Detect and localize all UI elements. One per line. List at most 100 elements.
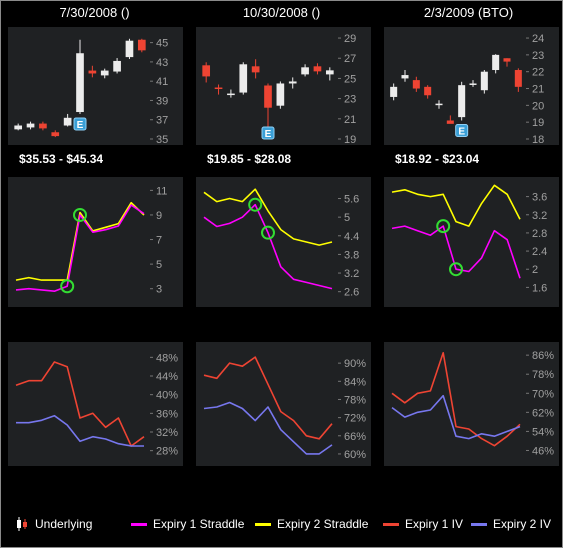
y-tick-label: 7 <box>156 235 162 247</box>
candle-body <box>239 64 248 93</box>
legend: Underlying Expiry 1 Straddle Expiry 2 St… <box>9 513 561 535</box>
candle-body <box>424 86 432 96</box>
y-tick-label: 66% <box>344 431 366 443</box>
underlying-2-panel: 19 21 23 25 27 29 E <box>196 27 371 146</box>
candle-body <box>76 53 84 113</box>
iv-2-panel: 90% 84% 78% 72% 66% 60% <box>196 342 371 466</box>
straddle-2-panel: 2.6 3.2 3.8 4.4 5 5.6 <box>196 177 371 307</box>
candle-body <box>446 120 454 124</box>
candle-body <box>514 70 522 87</box>
candle-body <box>412 80 420 89</box>
candle-body <box>390 86 398 97</box>
y-tick-label: 4.4 <box>344 231 359 243</box>
series-line-2 <box>16 414 144 447</box>
y-tick-label: 19 <box>532 117 544 129</box>
y-tick-label: 2.8 <box>532 228 547 240</box>
candle-body <box>288 81 297 84</box>
series-line-2 <box>203 203 333 290</box>
legend-swatch <box>131 522 147 526</box>
y-tick-label: 40% <box>156 390 178 402</box>
earnings-badge <box>261 126 275 140</box>
candle-body <box>251 66 260 73</box>
candle-body <box>503 58 511 62</box>
entry-marker <box>436 219 451 234</box>
y-tick-label: 20 <box>532 100 544 112</box>
candle-body <box>469 83 477 85</box>
underlying-3-panel: 18 19 20 21 22 23 24 E <box>384 27 559 146</box>
legend-item-expiry2-straddle: Expiry 2 Straddle <box>255 513 368 535</box>
y-tick-label: 46% <box>532 445 554 457</box>
candle-body <box>202 65 211 77</box>
legend-label: Underlying <box>35 517 93 531</box>
y-tick-label: 44% <box>156 371 178 383</box>
y-tick-label: 5.6 <box>344 194 359 206</box>
y-tick-label: 90% <box>344 358 366 370</box>
y-tick-label: 60% <box>344 449 366 461</box>
y-tick-label: 3.6 <box>532 192 547 204</box>
y-tick-label: 84% <box>344 376 366 388</box>
y-tick-label: 86% <box>532 350 554 362</box>
iv-2-chart: 90% 84% 78% 72% 66% 60% <box>203 356 366 461</box>
earnings-marker[interactable]: E <box>455 123 469 137</box>
candle-body <box>458 85 466 118</box>
candle-body <box>227 93 235 96</box>
underlying-1-panel: 35 37 39 41 43 45 E <box>8 27 183 146</box>
candle-body <box>480 71 488 91</box>
y-tick-label: 28% <box>156 446 178 458</box>
series-line-1 <box>15 361 145 447</box>
price-range-1: $35.53 - $45.34 <box>19 152 104 166</box>
straddle-1-panel: 3 5 7 9 11 <box>8 177 183 307</box>
candle-body <box>113 60 121 72</box>
legend-item-expiry1-iv: Expiry 1 IV <box>383 513 463 535</box>
y-tick-label: 32% <box>156 427 178 439</box>
column-title-3: 2/3/2009 (BTO) <box>423 5 514 20</box>
underlying-1-chart: 35 37 39 41 43 45 E <box>14 38 168 146</box>
candle-body <box>401 75 409 79</box>
legend-label: Expiry 1 IV <box>405 517 464 531</box>
column-title-1: 7/30/2008 () <box>59 5 130 20</box>
earnings-marker[interactable]: E <box>73 117 87 131</box>
y-tick-label: 9 <box>156 210 162 222</box>
candle-body <box>313 66 322 72</box>
earnings-badge <box>455 123 469 137</box>
y-tick-label: 22 <box>532 67 544 79</box>
y-tick-label: 45 <box>156 38 168 50</box>
iv-1-chart: 48% 44% 40% 36% 32% 28% <box>15 352 178 458</box>
series-line-1 <box>391 352 521 447</box>
y-tick-label: 11 <box>156 185 167 197</box>
series-line-1 <box>203 188 333 246</box>
candle-body <box>125 40 134 58</box>
candle-body <box>39 123 47 129</box>
candle-body <box>325 70 334 75</box>
series-line-1 <box>391 184 521 227</box>
candle-body <box>214 87 223 90</box>
candle-body <box>435 103 443 106</box>
earnings-label: E <box>265 129 272 140</box>
y-tick-label: 43 <box>156 57 168 69</box>
legend-item-underlying: Underlying <box>15 513 92 535</box>
candle-body <box>51 132 60 137</box>
y-tick-label: 2.4 <box>532 246 547 258</box>
earnings-badge <box>73 117 87 131</box>
earnings-marker[interactable]: E <box>261 126 275 140</box>
legend-swatch <box>383 522 399 526</box>
y-tick-label: 24 <box>532 33 544 45</box>
exit-marker <box>73 207 87 222</box>
column-title-2: 10/30/2008 () <box>242 5 321 20</box>
straddle-1-chart: 3 5 7 9 11 <box>15 185 167 296</box>
legend-label: Expiry 2 Straddle <box>277 517 369 531</box>
y-tick-label: 37 <box>156 115 168 127</box>
y-tick-label: 25 <box>344 73 356 85</box>
y-tick-label: 35 <box>156 134 168 145</box>
iv-3-chart: 86% 78% 70% 62% 54% 46% <box>391 350 554 457</box>
y-tick-label: 78% <box>344 394 366 406</box>
y-tick-label: 39 <box>156 95 168 107</box>
candle-body <box>63 117 72 126</box>
candle-body <box>26 123 35 128</box>
y-tick-label: 5 <box>156 259 162 271</box>
y-tick-label: 3.2 <box>344 268 359 280</box>
iv-1-panel: 48% 44% 40% 36% 32% 28% <box>8 342 183 466</box>
legend-swatch <box>471 522 487 526</box>
legend-item-expiry1-straddle: Expiry 1 Straddle <box>131 513 244 535</box>
